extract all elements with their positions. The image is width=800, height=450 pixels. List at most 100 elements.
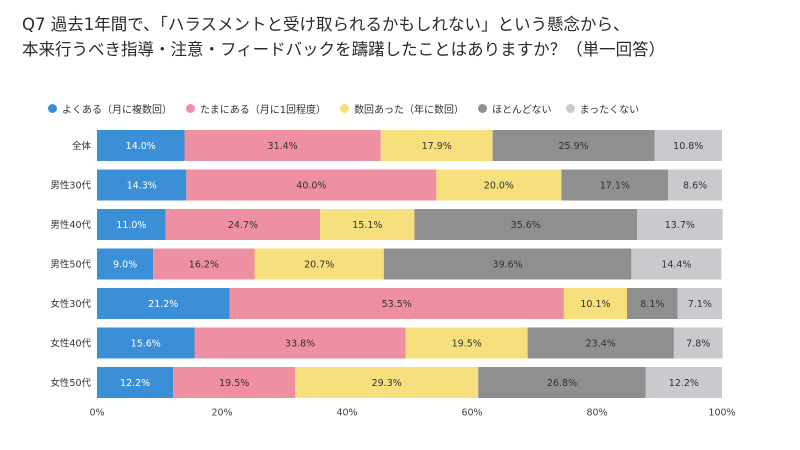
bar-segment	[436, 169, 562, 201]
data-label: 12.2%	[120, 378, 150, 389]
legend-swatch	[48, 103, 57, 113]
bar-segment	[229, 288, 564, 319]
bar-segment	[677, 288, 722, 319]
x-tick-label: 80%	[586, 408, 607, 419]
legend-label: たまにある（月に1回程度）	[200, 104, 327, 116]
bar-segment	[673, 327, 723, 359]
bar-segment	[383, 248, 632, 280]
data-label: 21.2%	[148, 299, 178, 310]
data-label: 35.6%	[511, 220, 541, 231]
title-line-2: 本来行うべき指導・注意・フィードバックを躊躇したことはありますか？（単一回答）	[22, 40, 666, 59]
data-label: 7.8%	[686, 339, 710, 350]
x-tick-label: 60%	[461, 408, 482, 419]
bar-segment	[637, 209, 723, 240]
data-label: 15.6%	[131, 339, 161, 350]
data-label: 40.0%	[296, 181, 326, 192]
data-label: 53.5%	[382, 299, 412, 310]
data-label: 8.1%	[640, 299, 664, 310]
data-label: 25.9%	[558, 141, 588, 152]
data-label: 10.1%	[580, 299, 610, 310]
category-label: 女性50代	[50, 377, 91, 389]
legend-label: よくある（月に複数回）	[62, 104, 172, 116]
data-label: 19.5%	[452, 339, 482, 350]
data-label: 24.7%	[228, 220, 258, 231]
data-label: 33.8%	[285, 339, 315, 350]
bar-segment	[194, 327, 406, 359]
legend-item: よくある（月に複数回）	[48, 101, 172, 116]
data-label: 26.8%	[547, 378, 577, 389]
bar-segment	[165, 209, 321, 240]
legend-swatch	[565, 103, 575, 113]
bar-segment	[97, 288, 230, 319]
x-tick-label: 0%	[89, 408, 104, 419]
bar-segment	[186, 169, 437, 201]
bar-segment	[153, 248, 255, 280]
bar-segment	[173, 367, 296, 398]
data-label: 14.4%	[661, 260, 691, 271]
legend-item: ほとんどない	[478, 101, 552, 116]
data-label: 14.3%	[127, 181, 157, 192]
bar-segment	[631, 248, 722, 280]
bar-segment	[405, 327, 528, 359]
x-tick-label: 20%	[211, 408, 232, 419]
data-label: 29.3%	[372, 378, 402, 389]
legend-item: まったくない	[565, 101, 640, 116]
bar-segment	[97, 367, 174, 398]
bar-segment	[627, 288, 678, 319]
data-label: 14.0%	[126, 141, 156, 152]
bar-segment	[380, 130, 493, 161]
category-label: 女性40代	[50, 338, 91, 350]
legend-swatch	[340, 103, 350, 113]
data-label: 9.0%	[113, 260, 137, 271]
data-label: 10.8%	[673, 141, 703, 152]
data-label: 19.5%	[219, 378, 249, 389]
data-label: 13.7%	[665, 220, 695, 231]
data-label: 23.4%	[586, 339, 616, 350]
legend-label: ほとんどない	[492, 104, 552, 116]
legend-item: 数回あった（年に数回）	[340, 101, 464, 116]
category-label: 女性30代	[50, 298, 91, 310]
data-label: 15.1%	[352, 220, 382, 231]
bar-segment	[295, 367, 479, 398]
category-label: 男性50代	[50, 259, 91, 271]
x-tick-label: 40%	[336, 408, 357, 419]
bar-segment	[97, 130, 185, 161]
title-line-1: Q7 過去1年間で、「ハラスメントと受け取られるかもしれない」という懸念から、	[22, 15, 630, 34]
legend-item: たまにある（月に1回程度）	[186, 101, 326, 116]
data-label: 17.9%	[422, 141, 452, 152]
bar-segment	[97, 248, 154, 280]
data-label: 20.0%	[484, 181, 514, 192]
legend-label: まったくない	[579, 104, 640, 116]
data-label: 11.0%	[116, 220, 146, 231]
data-label: 16.2%	[189, 260, 219, 271]
bar-segment	[184, 130, 381, 161]
bar-segment	[654, 130, 722, 161]
legend-swatch	[186, 103, 195, 113]
x-tick-label: 100%	[708, 408, 735, 419]
bar-segment	[492, 130, 655, 161]
legend-label: 数回あった（年に数回）	[354, 104, 465, 116]
bar-segment	[414, 209, 637, 240]
data-label: 8.6%	[683, 181, 707, 192]
data-label: 39.6%	[493, 260, 523, 271]
category-label: 全体	[72, 140, 92, 152]
legend: よくある（月に複数回） たまにある（月に1回程度） 数回あった（年に数回） ほとんどな…	[48, 100, 639, 116]
bar-segment	[478, 367, 646, 398]
data-label: 17.1%	[600, 181, 630, 192]
bar-segment	[561, 169, 669, 201]
bar-segment	[97, 169, 187, 201]
bar-segment	[254, 248, 384, 280]
bar-segment	[668, 169, 722, 201]
bar-segment	[563, 288, 627, 319]
data-label: 12.2%	[669, 378, 699, 389]
bar-segment	[527, 327, 674, 359]
category-label: 男性30代	[50, 180, 91, 192]
data-label: 20.7%	[304, 260, 334, 271]
chart-title: Q7 過去1年間で、「ハラスメントと受け取られるかもしれない」という懸念から、 …	[22, 12, 792, 62]
bar-segment	[97, 209, 166, 240]
data-label: 31.4%	[268, 141, 298, 152]
bar-segment	[97, 327, 195, 359]
category-label: 男性40代	[50, 219, 91, 231]
bar-segment	[320, 209, 415, 240]
